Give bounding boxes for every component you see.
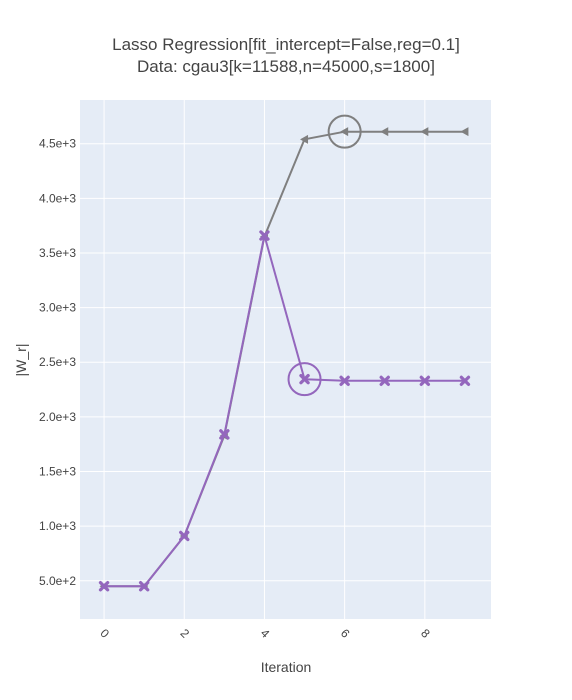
x-marker-stroke — [459, 375, 471, 387]
y-tick-label: 5.0e+2 — [39, 574, 76, 588]
y-tick-label: 4.5e+3 — [39, 137, 76, 151]
y-tick-label: 2.5e+3 — [39, 355, 76, 369]
x-marker — [459, 375, 471, 387]
chart-title-line-2: Data: cgau3[k=11588,n=45000,s=1800] — [137, 57, 435, 76]
series-line — [104, 234, 465, 588]
x-marker — [379, 375, 390, 387]
tick-labels: 0 2 4 6 8 5.0e+2 1.0e+3 1.5e+3 2.0e+3 2.5e+3 3.0e+… — [39, 137, 433, 641]
highlight-circle — [287, 362, 322, 397]
x-tick-label: 0 — [97, 626, 112, 641]
x-marker-stroke — [419, 375, 431, 387]
x-marker-stroke — [98, 581, 110, 592]
x-marker-stroke — [259, 230, 270, 241]
x-marker-stroke — [219, 429, 230, 440]
y-tick-label: 3.5e+3 — [39, 246, 76, 260]
x-marker — [339, 375, 350, 387]
triangle-marker — [420, 127, 429, 137]
y-tick-label: 4.0e+3 — [39, 191, 76, 205]
x-marker-stroke — [138, 581, 150, 592]
x-marker — [219, 429, 230, 440]
x-marker — [259, 230, 270, 241]
chart-title-line-1: Lasso Regression[fit_intercept=False,reg… — [112, 35, 460, 54]
plot-area — [80, 100, 491, 619]
x-tick-label: 4 — [258, 626, 273, 641]
x-marker — [138, 581, 150, 592]
x-axis-title: Iteration — [261, 659, 312, 675]
series-2 — [98, 230, 471, 592]
x-marker-stroke — [179, 530, 190, 542]
x-marker — [98, 581, 110, 592]
x-tick-label: 8 — [418, 626, 433, 641]
y-tick-label: 1.0e+3 — [39, 519, 76, 533]
x-marker-stroke — [339, 375, 350, 387]
x-marker — [179, 530, 190, 542]
triangle-marker — [460, 127, 469, 137]
series-layer — [98, 114, 471, 592]
y-axis-title: |W_r| — [13, 344, 29, 377]
x-marker — [419, 375, 431, 387]
triangle-marker — [340, 127, 349, 137]
triangle-marker — [380, 127, 389, 137]
x-marker-stroke — [379, 375, 390, 387]
y-tick-label: 3.0e+3 — [39, 301, 76, 315]
y-tick-label: 1.5e+3 — [39, 464, 76, 478]
x-tick-label: 2 — [178, 626, 193, 641]
y-tick-label: 2.0e+3 — [39, 410, 76, 424]
highlight-circle — [327, 114, 362, 149]
x-marker — [299, 373, 310, 385]
x-tick-label: 6 — [338, 626, 353, 641]
x-marker-stroke — [299, 373, 310, 385]
triangle-marker — [300, 134, 309, 144]
